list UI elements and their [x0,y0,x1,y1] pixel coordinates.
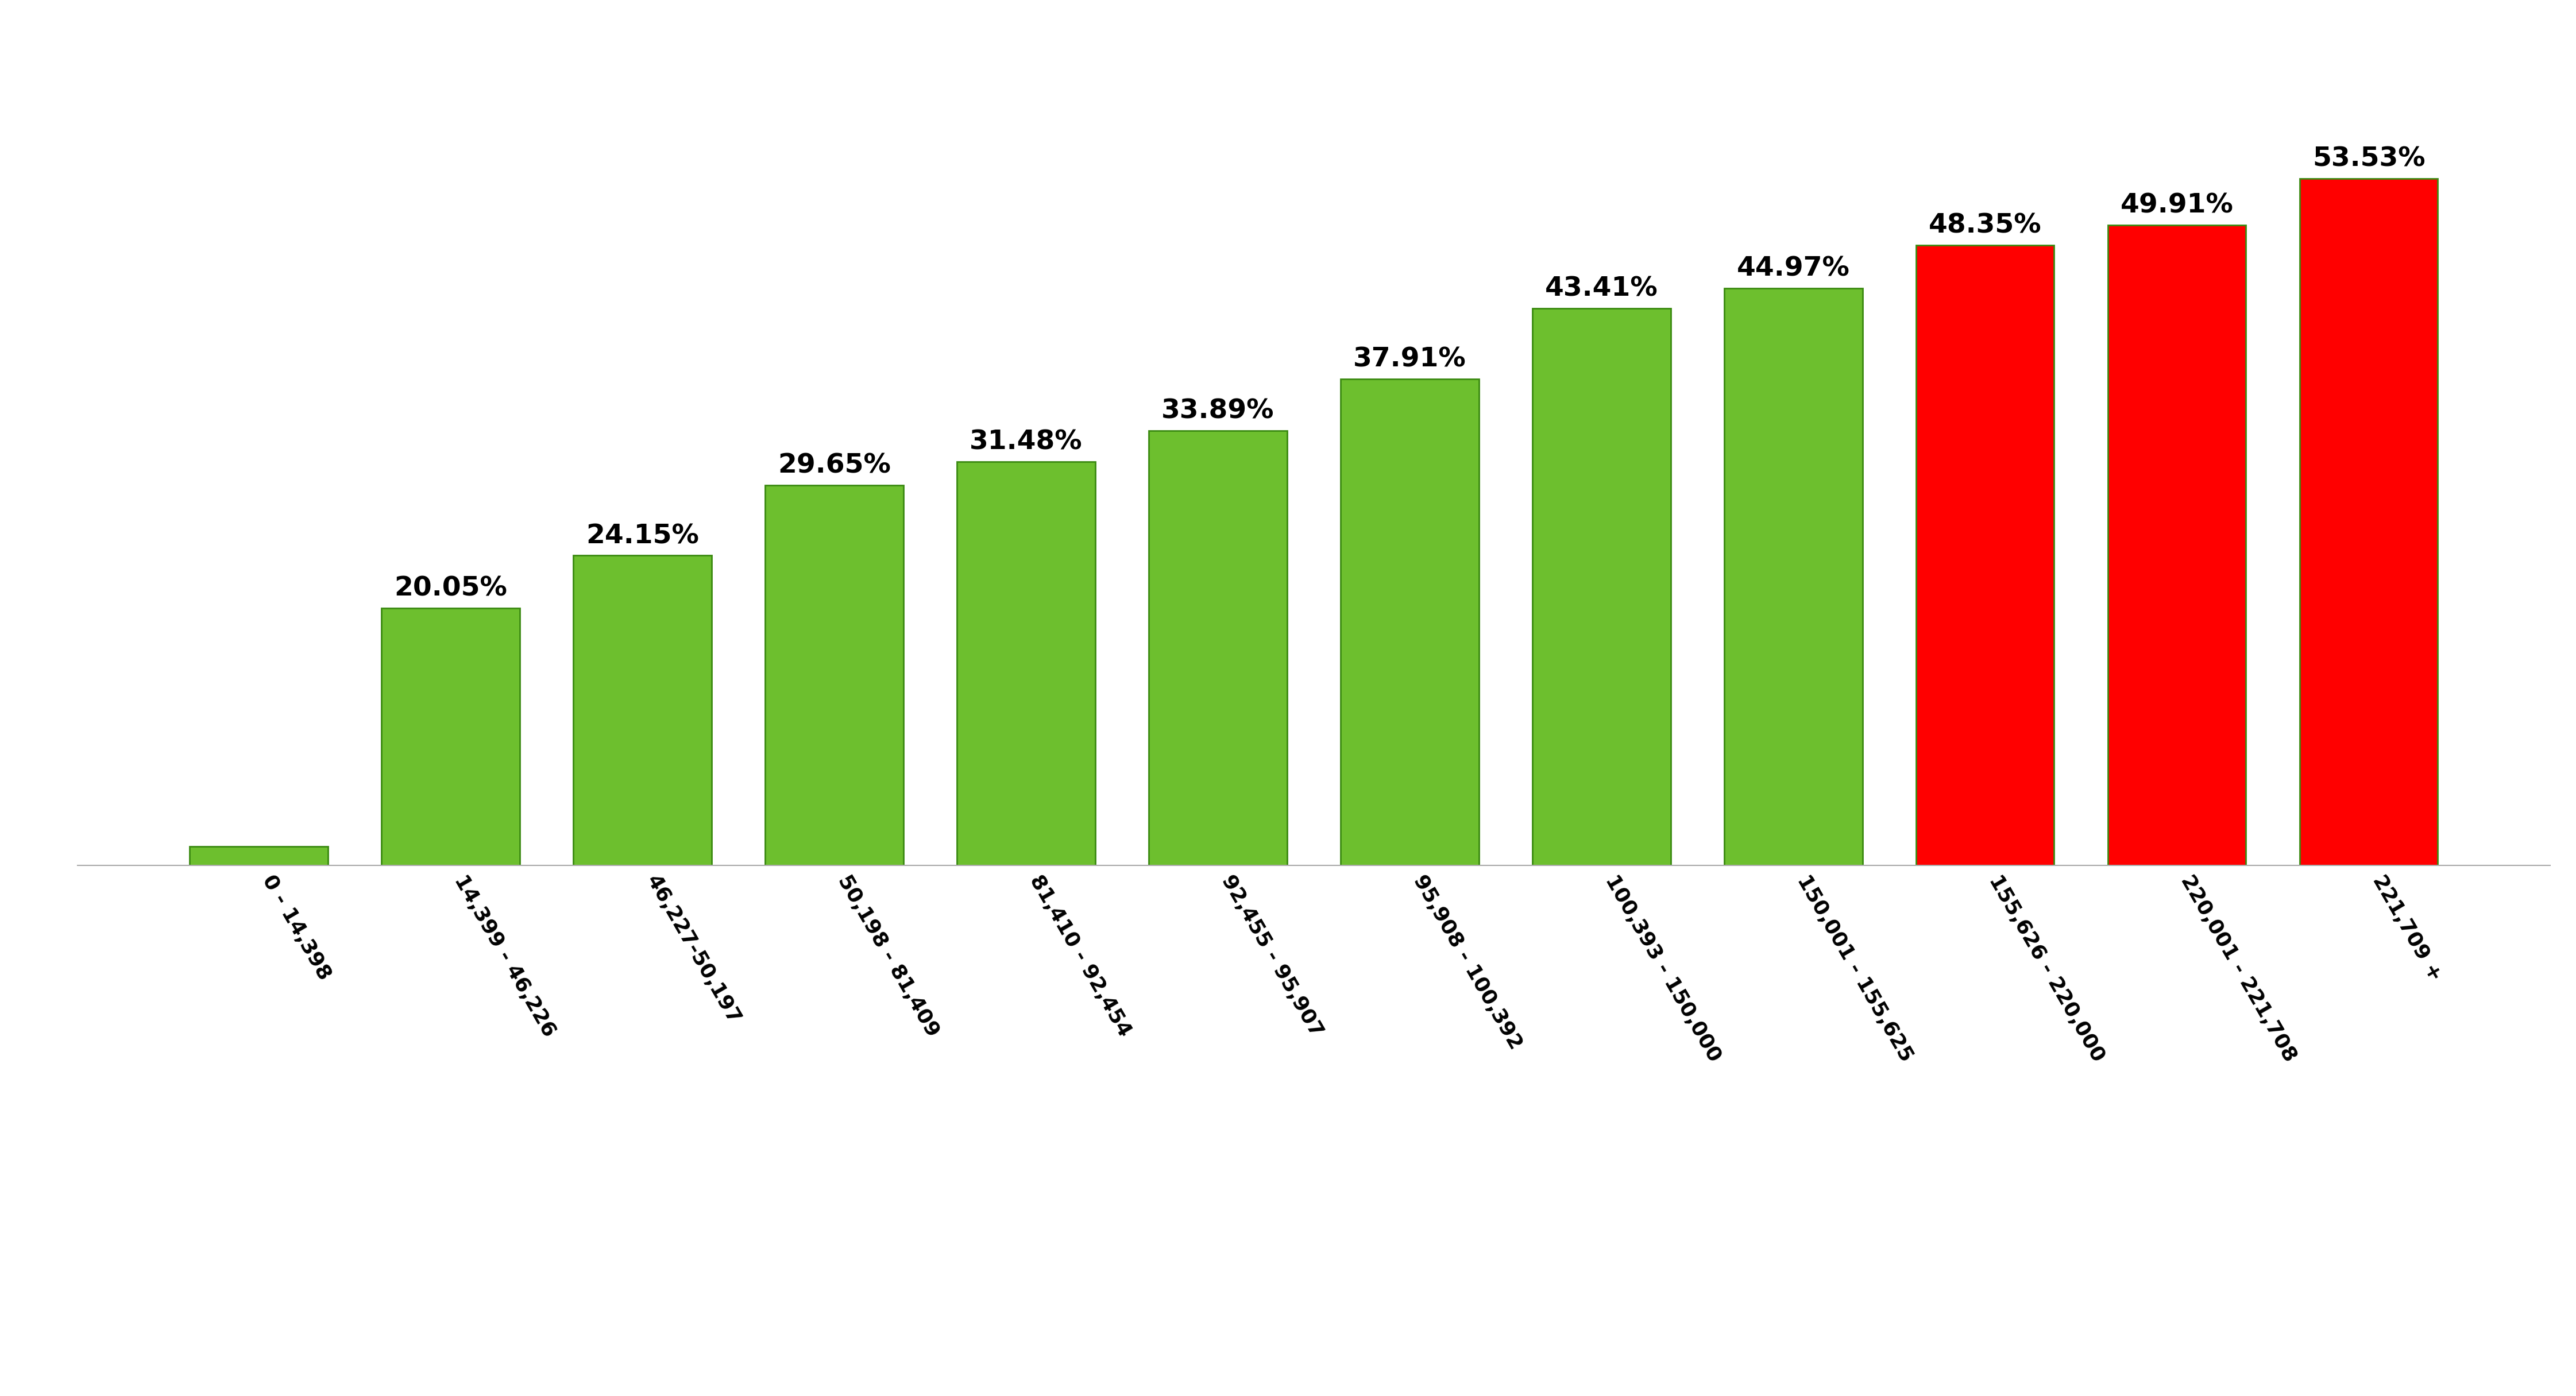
Bar [765,484,904,866]
Text: 43.41%: 43.41% [1546,276,1659,302]
Bar [574,556,711,866]
Text: 24.15%: 24.15% [585,524,698,549]
Bar [956,462,1095,866]
Bar [1917,244,2053,866]
Text: 37.91%: 37.91% [1352,346,1466,373]
Text: 20.05%: 20.05% [394,577,507,602]
Bar [1149,430,1288,866]
Bar [1723,289,1862,866]
Text: 33.89%: 33.89% [1162,398,1275,424]
Text: 48.35%: 48.35% [1929,212,2043,239]
Text: 53.53%: 53.53% [2313,147,2424,172]
Text: 49.91%: 49.91% [2120,193,2233,219]
Text: 29.65%: 29.65% [778,452,891,479]
Bar [2300,179,2437,866]
Bar [2107,225,2246,866]
Text: 31.48%: 31.48% [969,429,1082,455]
Bar [191,846,327,866]
Bar [1533,309,1672,866]
Bar [381,609,520,866]
Text: 44.97%: 44.97% [1736,255,1850,282]
Bar [1340,378,1479,866]
